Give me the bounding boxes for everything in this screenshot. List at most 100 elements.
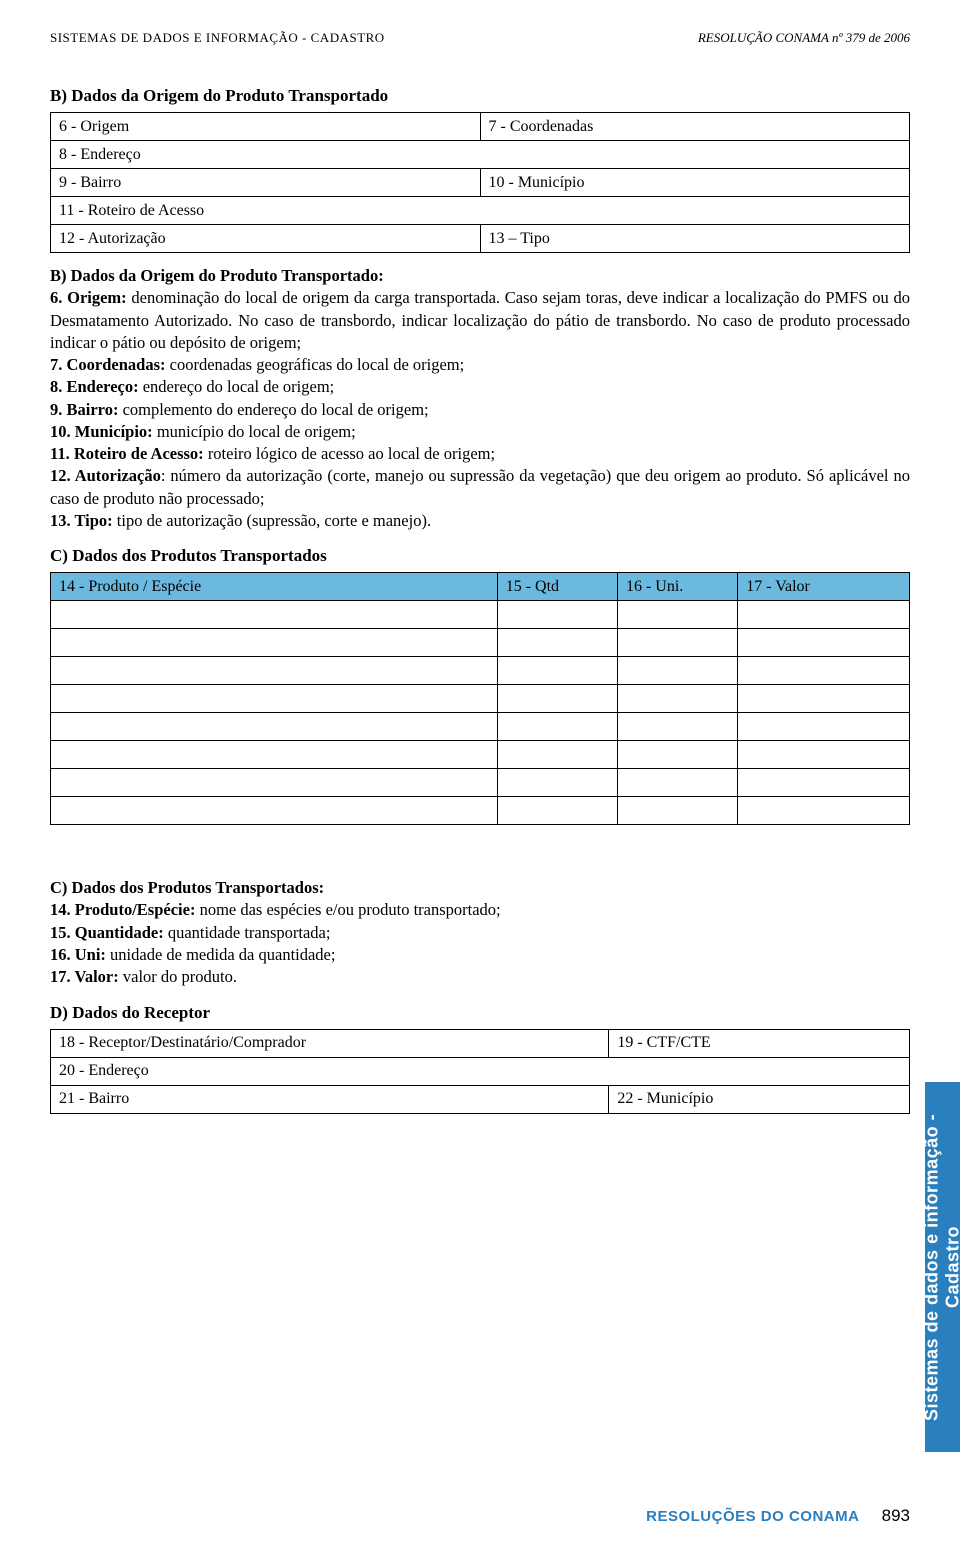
cell: [497, 741, 617, 769]
table-row: 6 - Origem 7 - Coordenadas: [51, 113, 910, 141]
desc-text: complemento do endereço do local de orig…: [118, 400, 428, 419]
cell-endereco: 8 - Endereço: [51, 141, 910, 169]
desc-label: 14. Produto/Espécie:: [50, 900, 195, 919]
cell: [617, 657, 737, 685]
cell: [51, 741, 498, 769]
table-row: [51, 741, 910, 769]
cell: [738, 741, 910, 769]
cell: [617, 685, 737, 713]
cell: [51, 685, 498, 713]
table-section-c: 14 - Produto / Espécie 15 - Qtd 16 - Uni…: [50, 572, 910, 825]
desc-text: município do local de origem;: [153, 422, 356, 441]
cell-ctf: 19 - CTF/CTE: [609, 1029, 910, 1057]
cell: [738, 601, 910, 629]
cell: [497, 769, 617, 797]
cell-autorizacao: 12 - Autorização: [51, 225, 481, 253]
col-uni: 16 - Uni.: [617, 573, 737, 601]
cell-municipio: 10 - Município: [480, 169, 910, 197]
table-row: [51, 629, 910, 657]
desc-label: 15. Quantidade:: [50, 923, 164, 942]
page-header: SISTEMAS DE DADOS E INFORMAÇÃO - CADASTR…: [50, 30, 910, 46]
table-row: [51, 713, 910, 741]
table-row: [51, 601, 910, 629]
desc-text: roteiro lógico de acesso ao local de ori…: [204, 444, 495, 463]
description-c: C) Dados dos Produtos Transportados: 14.…: [50, 877, 910, 988]
cell-origem: 6 - Origem: [51, 113, 481, 141]
col-qtd: 15 - Qtd: [497, 573, 617, 601]
cell-roteiro: 11 - Roteiro de Acesso: [51, 197, 910, 225]
cell: [51, 601, 498, 629]
table-row: 11 - Roteiro de Acesso: [51, 197, 910, 225]
table-row: 12 - Autorização 13 – Tipo: [51, 225, 910, 253]
section-d-title: D) Dados do Receptor: [50, 1003, 910, 1023]
desc-label: 11. Roteiro de Acesso:: [50, 444, 204, 463]
cell: [51, 769, 498, 797]
cell: [738, 685, 910, 713]
header-left: SISTEMAS DE DADOS E INFORMAÇÃO - CADASTR…: [50, 30, 385, 46]
desc-label: 17. Valor:: [50, 967, 119, 986]
section-b-title: B) Dados da Origem do Produto Transporta…: [50, 86, 910, 106]
cell: [738, 713, 910, 741]
desc-label: 8. Endereço:: [50, 377, 139, 396]
cell: [51, 657, 498, 685]
cell-tipo: 13 – Tipo: [480, 225, 910, 253]
col-valor: 17 - Valor: [738, 573, 910, 601]
desc-label: 6. Origem:: [50, 288, 127, 307]
desc-text: unidade de medida da quantidade;: [106, 945, 336, 964]
cell: [497, 601, 617, 629]
page-number: 893: [882, 1506, 910, 1525]
table-row: 18 - Receptor/Destinatário/Comprador 19 …: [51, 1029, 910, 1057]
cell-coordenadas: 7 - Coordenadas: [480, 113, 910, 141]
desc-text: valor do produto.: [119, 967, 237, 986]
cell: [497, 629, 617, 657]
header-right: RESOLUÇÃO CONAMA nº 379 de 2006: [698, 30, 910, 46]
col-produto: 14 - Produto / Espécie: [51, 573, 498, 601]
table-row: [51, 685, 910, 713]
table-row: 8 - Endereço: [51, 141, 910, 169]
desc-label: 12. Autorização: [50, 466, 161, 485]
spacer: [50, 837, 910, 867]
table-row: 21 - Bairro 22 - Município: [51, 1085, 910, 1113]
desc-label: 9. Bairro:: [50, 400, 118, 419]
page-footer: RESOLUÇÕES DO CONAMA 893: [646, 1506, 910, 1526]
cell: [51, 797, 498, 825]
description-b: B) Dados da Origem do Produto Transporta…: [50, 265, 910, 532]
cell: [51, 713, 498, 741]
desc-text: quantidade transportada;: [164, 923, 331, 942]
table-row: [51, 797, 910, 825]
section-c-title: C) Dados dos Produtos Transportados: [50, 546, 910, 566]
desc-text: nome das espécies e/ou produto transport…: [195, 900, 500, 919]
cell: [738, 629, 910, 657]
desc-label: 10. Município:: [50, 422, 153, 441]
desc-label: 16. Uni:: [50, 945, 106, 964]
cell: [738, 769, 910, 797]
table-row: [51, 769, 910, 797]
cell-endereco-d: 20 - Endereço: [51, 1057, 910, 1085]
cell-bairro-d: 21 - Bairro: [51, 1085, 609, 1113]
side-tab: Sistemas de dados e informação - Cadastr…: [925, 1082, 960, 1452]
cell-receptor: 18 - Receptor/Destinatário/Comprador: [51, 1029, 609, 1057]
desc-b-title: B) Dados da Origem do Produto Transporta…: [50, 266, 384, 285]
table-header-row: 14 - Produto / Espécie 15 - Qtd 16 - Uni…: [51, 573, 910, 601]
desc-c-title: C) Dados dos Produtos Transportados:: [50, 878, 324, 897]
page: SISTEMAS DE DADOS E INFORMAÇÃO - CADASTR…: [0, 0, 960, 1541]
cell: [617, 629, 737, 657]
cell: [617, 769, 737, 797]
desc-text: : número da autorização (corte, manejo o…: [50, 466, 910, 507]
cell: [51, 629, 498, 657]
desc-label: 13. Tipo:: [50, 511, 113, 530]
desc-text: coordenadas geográficas do local de orig…: [166, 355, 465, 374]
cell-bairro: 9 - Bairro: [51, 169, 481, 197]
cell: [497, 797, 617, 825]
desc-text: tipo de autorização (supressão, corte e …: [113, 511, 431, 530]
cell: [497, 713, 617, 741]
cell: [617, 797, 737, 825]
cell-municipio-d: 22 - Município: [609, 1085, 910, 1113]
table-row: 20 - Endereço: [51, 1057, 910, 1085]
cell: [497, 685, 617, 713]
cell: [617, 741, 737, 769]
cell: [738, 657, 910, 685]
table-section-b: 6 - Origem 7 - Coordenadas 8 - Endereço …: [50, 112, 910, 253]
desc-text: denominação do local de origem da carga …: [50, 288, 910, 352]
cell: [617, 601, 737, 629]
